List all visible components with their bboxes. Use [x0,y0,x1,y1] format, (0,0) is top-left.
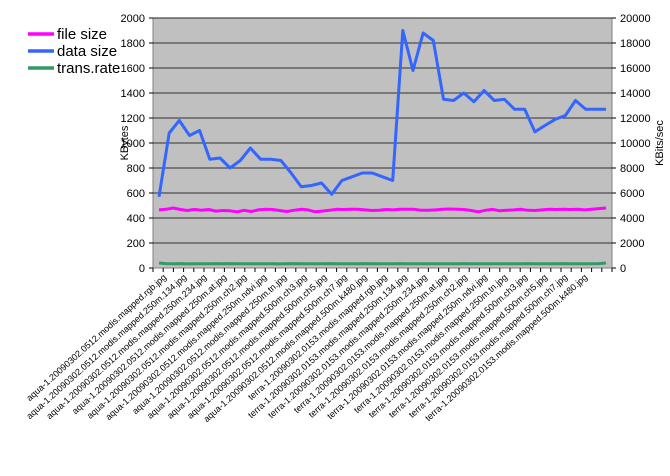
right-tick-label: 10000 [620,138,651,150]
left-tick-label: 1800 [121,38,145,50]
right-tick-label: 16000 [620,63,651,75]
right-tick-label: 4000 [620,213,644,225]
series-layer [157,29,607,266]
right-tick-label: 20000 [620,13,651,25]
series-line-file-size [158,206,607,214]
x-axis-labels: aqua-1.20090302.0512.modis.mapped.rgb.jp… [24,268,613,424]
left-tick-label: 2000 [121,13,145,25]
right-tick-label: 14000 [620,88,651,100]
series-line-trans-rate [158,261,607,266]
left-tick-label: 400 [127,213,145,225]
left-tick-label: 1200 [121,113,145,125]
left-tick-label: 1600 [121,63,145,75]
left-tick-label: 1400 [121,88,145,100]
right-tick-label: 8000 [620,163,644,175]
left-tick-label: 800 [127,163,145,175]
right-tick-label: 6000 [620,188,644,200]
right-tick-label: 2000 [620,238,644,250]
right-axis: KBits/sec 0 2000 4000 6000 8000 10000 12000 140… [612,13,666,275]
series-line-data-size [157,29,606,198]
plot-area [152,17,613,269]
right-tick-label: 0 [620,263,626,275]
right-axis-title: KBits/sec [654,120,666,166]
left-axis-title: KBytes [119,125,131,160]
legend-label-trans-rate: trans.rate [57,60,120,77]
left-tick-label: 0 [139,263,145,275]
legend-label-data-size: data size [57,43,117,60]
left-tick-label: 200 [127,238,145,250]
right-tick-label: 18000 [620,38,651,50]
legend-label-file-size: file size [57,26,107,43]
left-tick-label: 600 [127,188,145,200]
right-tick-label: 12000 [620,113,651,125]
left-tick-label: 1000 [121,138,145,150]
left-axis: KBytes 0 200 400 600 800 1000 1200 1400 1600 1800… [119,13,153,275]
